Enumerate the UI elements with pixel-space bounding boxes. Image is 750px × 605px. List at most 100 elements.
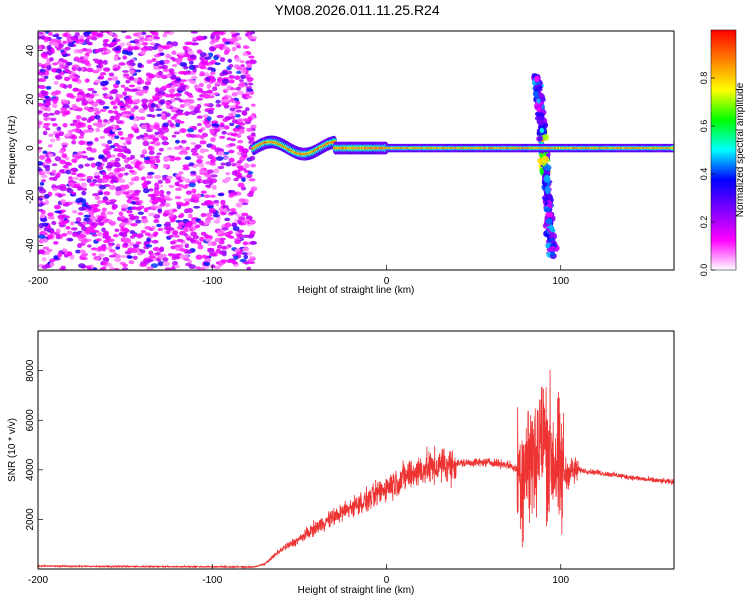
noise-cell — [228, 211, 235, 216]
noise-cell — [136, 86, 142, 90]
noise-cell — [214, 237, 222, 243]
noise-cell — [121, 49, 129, 55]
noise-cell — [235, 86, 241, 91]
spread-cell — [550, 250, 556, 258]
noise-cell — [243, 73, 251, 78]
noise-cell — [229, 107, 236, 112]
noise-cell — [46, 106, 52, 112]
noise-cell — [108, 184, 116, 190]
noise-cell — [173, 234, 180, 238]
noise-cell — [144, 225, 152, 230]
noise-cell — [77, 234, 84, 239]
noise-cell — [99, 135, 105, 139]
noise-cell — [114, 157, 121, 162]
noise-cell — [199, 71, 205, 75]
noise-cell — [60, 267, 67, 270]
noise-cell — [207, 154, 214, 160]
noise-cell — [93, 93, 100, 97]
noise-cell — [216, 244, 223, 249]
noise-cell — [77, 49, 84, 54]
noise-cell — [123, 158, 129, 164]
noise-cell — [159, 100, 165, 105]
noise-cell — [114, 46, 122, 52]
noise-cell — [165, 101, 171, 106]
noise-cell — [240, 167, 247, 171]
noise-cell — [130, 222, 138, 227]
noise-cell — [222, 38, 228, 43]
noise-cell — [152, 199, 159, 204]
noise-cell — [94, 195, 101, 200]
noise-cell — [158, 65, 166, 69]
noise-cell — [132, 243, 140, 248]
noise-cell — [152, 137, 160, 142]
noise-cell — [151, 239, 159, 244]
noise-cell — [104, 175, 111, 180]
noise-cell — [108, 254, 117, 258]
noise-cell — [199, 236, 205, 242]
noise-cell — [51, 103, 58, 109]
noise-cell — [86, 178, 92, 183]
noise-cell — [231, 92, 238, 97]
noise-cell — [108, 72, 115, 77]
noise-cell — [178, 243, 184, 249]
noise-cell — [207, 52, 214, 58]
noise-cell — [52, 34, 60, 38]
noise-cell — [231, 222, 238, 228]
noise-cell — [242, 52, 248, 57]
noise-cell — [235, 213, 241, 218]
noise-cell — [158, 197, 164, 203]
noise-cell — [180, 139, 187, 144]
noise-cell — [113, 233, 119, 238]
noise-cell — [40, 105, 47, 111]
noise-cell — [132, 255, 138, 260]
noise-cell — [129, 215, 136, 221]
noise-cell — [203, 103, 210, 107]
colorbar: 0.0 0.2 0.4 0.6 0.8 Normalized spectral ampl… — [699, 29, 746, 276]
noise-cell — [79, 178, 87, 182]
noise-cell — [183, 111, 190, 116]
noise-cell — [63, 32, 69, 38]
noise-cell — [62, 203, 70, 207]
noise-cell — [248, 178, 256, 182]
spread-cell — [547, 194, 553, 201]
noise-cell — [62, 100, 70, 104]
noise-cell — [236, 70, 242, 74]
noise-cell — [47, 144, 53, 148]
noise-cell — [72, 119, 78, 124]
noise-cell — [208, 207, 216, 213]
snr-y-label: SNR (10 * v/v) — [7, 418, 18, 482]
noise-cell — [173, 131, 181, 135]
noise-cell — [61, 220, 69, 225]
noise-cell — [109, 41, 117, 47]
noise-cell — [250, 132, 256, 137]
snr-frame — [37, 330, 675, 570]
noise-cell — [230, 115, 235, 120]
noise-cell — [168, 208, 174, 214]
noise-cell — [135, 206, 142, 211]
noise-cell — [232, 226, 240, 232]
noise-cell — [62, 84, 68, 89]
noise-cell — [106, 153, 112, 159]
noise-cell — [140, 50, 146, 56]
noise-cell — [240, 212, 249, 217]
noise-cell — [86, 146, 93, 151]
noise-cell — [38, 139, 43, 144]
colorbar-label: Normalized spectral amplitude — [735, 82, 746, 217]
noise-cell — [216, 114, 224, 119]
snr-y-tick-label: 8000 — [25, 359, 36, 382]
snr-y-tick-label: 6000 — [25, 409, 36, 432]
spread-cell — [545, 212, 554, 218]
noise-cell — [45, 127, 51, 131]
noise-cell — [240, 74, 246, 80]
noise-cell — [123, 73, 130, 77]
noise-cell — [227, 70, 233, 75]
noise-cell — [155, 108, 163, 112]
noise-cell — [107, 109, 114, 114]
noise-cell — [195, 254, 203, 260]
noise-cell — [241, 110, 248, 116]
noise-cell — [142, 137, 148, 142]
noise-cell — [38, 154, 46, 160]
noise-cell — [162, 68, 168, 72]
noise-cell — [221, 78, 230, 84]
noise-cell — [159, 52, 165, 56]
